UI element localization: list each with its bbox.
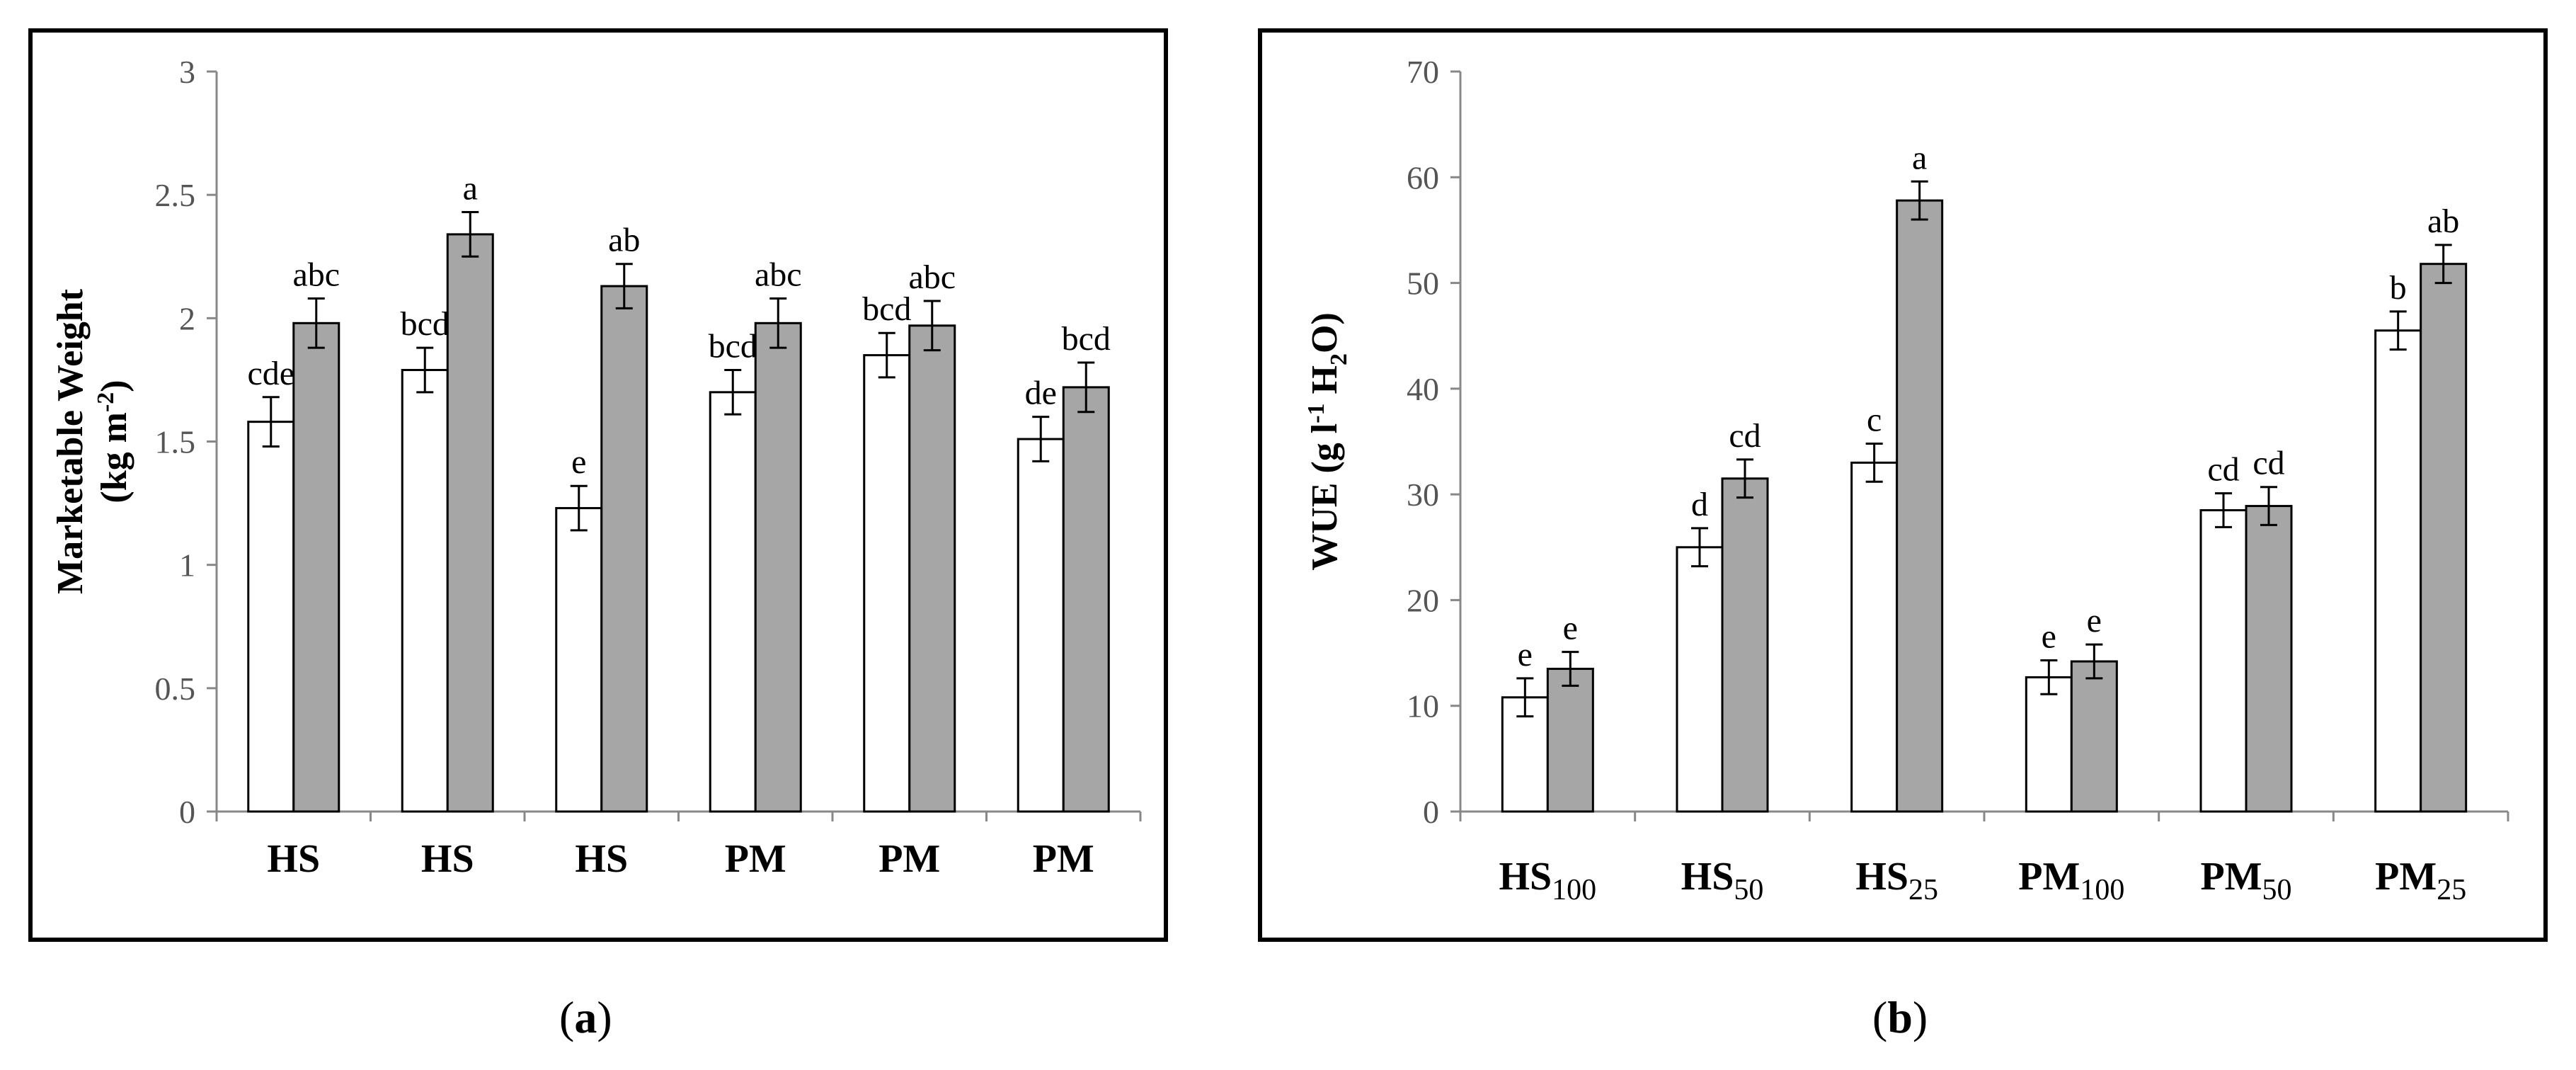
bar: [908, 324, 956, 813]
bar: [1062, 386, 1110, 813]
bar: [1850, 461, 1899, 813]
chart-panel-a: 0 0.5 1 1.5 2 2.5 3 Marketable Weight (kg m-2) cd…: [28, 28, 1168, 942]
y-tick-label: 70: [1407, 54, 1439, 90]
category-label: HS50: [1681, 855, 1764, 906]
y-tick-label: 2: [179, 300, 195, 336]
chart-a-svg: 0 0.5 1 1.5 2 2.5 3 Marketable Weight (kg m-2) cd…: [50, 54, 1142, 881]
significance-label: cd: [2207, 451, 2239, 489]
significance-label: a: [463, 170, 478, 207]
category-label: PM: [878, 837, 940, 881]
category-label: HS25: [1855, 855, 1938, 906]
significance-label: b: [2390, 269, 2407, 307]
significance-label: abc: [908, 258, 956, 296]
y-tick-label: 40: [1407, 371, 1439, 407]
y-axis-label-line1: Marketable Weight: [50, 288, 91, 594]
bar: [2245, 505, 2293, 813]
significance-label: ab: [608, 222, 640, 259]
significance-label: a: [1912, 139, 1927, 176]
category-label: HS100: [1499, 855, 1596, 906]
bar: [709, 391, 757, 813]
bar: [2025, 676, 2073, 813]
significance-label: ab: [2427, 203, 2459, 240]
significance-label: abc: [755, 256, 802, 293]
significance-label: e: [2087, 602, 2102, 639]
bar: [1721, 477, 1769, 813]
bar: [863, 354, 911, 813]
y-tick-label: 30: [1407, 477, 1439, 513]
category-label: HS: [421, 837, 474, 881]
chart-panel-b: 0 10 20 30 40 50 60 70 WUE (g l-1 H2O) e e HS100 d cd…: [1258, 28, 2548, 942]
y-tick-label: 20: [1407, 582, 1439, 618]
y-tick-label: 10: [1407, 688, 1439, 724]
y-tick-label: 1.5: [155, 424, 196, 460]
category-label: PM: [725, 837, 786, 881]
significance-label: e: [571, 443, 586, 481]
significance-label: e: [2042, 618, 2056, 656]
bar: [247, 421, 295, 813]
y-tick-label: 0: [1423, 794, 1439, 830]
y-tick-label: 50: [1407, 266, 1439, 302]
bar: [1546, 667, 1594, 813]
category-label: PM25: [2375, 855, 2466, 906]
bar: [600, 285, 648, 813]
y-tick-label: 2.5: [155, 177, 196, 213]
significance-label: bcd: [1062, 320, 1111, 358]
y-tick-label: 60: [1407, 159, 1439, 195]
category-label: PM100: [2018, 855, 2124, 906]
significance-label: e: [1563, 610, 1578, 647]
y-axis-label: WUE (g l-1 H2O): [1303, 312, 1352, 571]
bar: [2070, 660, 2118, 813]
significance-label: bcd: [709, 327, 757, 365]
category-label: HS: [267, 837, 320, 881]
significance-label: e: [1518, 636, 1533, 673]
caption-a: (a): [559, 992, 612, 1042]
bar: [1676, 546, 1724, 813]
significance-label: d: [1691, 486, 1708, 523]
y-tick-label: 1: [179, 547, 195, 584]
category-label: PM: [1033, 837, 1094, 881]
bar: [401, 368, 449, 813]
category-label: PM50: [2200, 855, 2291, 906]
significance-label: cd: [1729, 417, 1761, 455]
significance-label: abc: [292, 256, 340, 293]
significance-label: bcd: [862, 290, 911, 328]
category-label: HS: [575, 837, 628, 881]
significance-label: de: [1025, 375, 1057, 412]
y-axis-label-line2: (kg m-2): [93, 380, 134, 503]
bar: [2199, 509, 2248, 813]
significance-label: cde: [247, 355, 294, 392]
bar: [1017, 438, 1065, 813]
bar: [2420, 263, 2468, 813]
bar: [555, 507, 603, 813]
significance-label: bcd: [401, 305, 450, 343]
caption-b: (b): [1872, 992, 1928, 1042]
significance-label: c: [1867, 401, 1882, 438]
y-tick-label: 0: [179, 794, 195, 830]
bar: [292, 321, 340, 813]
y-tick-label: 0.5: [155, 671, 196, 707]
y-tick-label: 3: [179, 54, 195, 90]
significance-label: cd: [2252, 445, 2284, 482]
bar: [1896, 199, 1944, 813]
bar: [754, 321, 802, 813]
bar: [446, 233, 494, 813]
bar: [2374, 329, 2422, 813]
